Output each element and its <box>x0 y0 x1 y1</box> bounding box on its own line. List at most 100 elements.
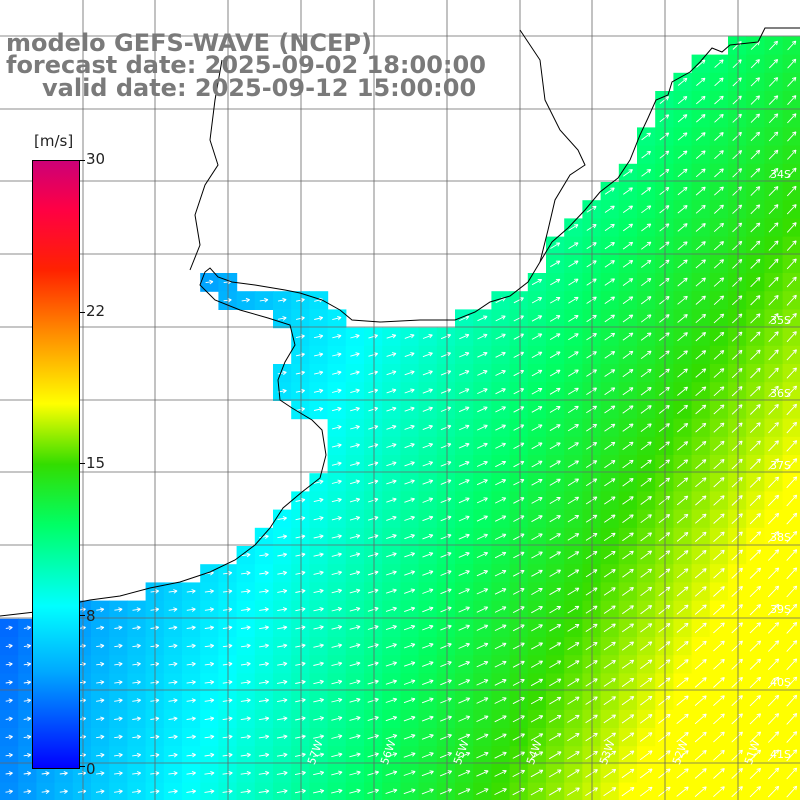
wind-arrow <box>659 332 670 341</box>
wind-arrow <box>695 132 706 141</box>
wind-arrow <box>385 734 398 740</box>
colorbar-tick-label: 22 <box>86 302 106 320</box>
wind-arrow <box>732 240 743 251</box>
wind-arrow <box>713 677 725 688</box>
wind-arrow <box>750 95 761 105</box>
wind-arrow <box>695 386 707 397</box>
wind-arrow <box>476 624 489 631</box>
wind-arrow <box>659 205 670 214</box>
wind-arrow <box>713 586 725 597</box>
wind-arrow <box>512 588 525 595</box>
wind-arrow <box>768 113 779 124</box>
wind-arrow <box>639 714 653 724</box>
wind-arrow <box>622 350 634 359</box>
wind-arrow <box>531 442 543 450</box>
wind-arrow <box>640 459 652 469</box>
wind-arrow <box>204 698 215 703</box>
wind-arrow <box>694 658 707 670</box>
wind-arrow <box>659 350 670 360</box>
wind-arrow <box>550 278 561 286</box>
wind-arrow <box>713 658 725 670</box>
wind-arrow <box>186 589 196 594</box>
wind-arrow <box>367 679 379 685</box>
wind-arrow <box>385 788 398 795</box>
wind-arrow <box>750 276 761 288</box>
wind-arrow <box>568 278 579 286</box>
wind-arrow <box>621 696 635 706</box>
wind-arrow <box>422 479 434 485</box>
wind-arrow <box>586 333 597 341</box>
wind-arrow <box>494 624 507 632</box>
colorbar-tick-label: 0 <box>86 760 96 778</box>
wind-arrow <box>659 277 670 287</box>
wind-arrow <box>750 131 761 142</box>
wind-arrow <box>495 406 506 413</box>
wind-arrow <box>567 514 580 523</box>
wind-arrow <box>585 569 598 578</box>
wind-arrow <box>295 334 305 339</box>
wind-arrow <box>568 242 579 249</box>
wind-arrow <box>258 734 270 740</box>
wind-arrow <box>549 551 561 559</box>
wind-arrow <box>549 351 561 359</box>
wind-arrow <box>494 751 507 759</box>
wind-arrow <box>585 660 598 669</box>
wind-arrow <box>440 697 452 704</box>
wind-arrow <box>258 752 270 758</box>
wind-arrow <box>695 350 707 360</box>
wind-arrow <box>476 460 488 467</box>
wind-arrow <box>768 440 779 452</box>
wind-arrow <box>640 586 653 597</box>
wind-arrow <box>168 752 178 758</box>
wind-arrow <box>786 403 798 416</box>
wind-arrow <box>276 752 288 758</box>
wind-arrow <box>241 552 251 558</box>
wind-arrow <box>568 260 579 268</box>
wind-arrow <box>314 370 324 376</box>
wind-arrow <box>731 313 743 324</box>
wind-arrow <box>549 478 561 486</box>
wind-arrow <box>586 423 598 432</box>
wind-arrow <box>294 788 306 794</box>
wind-arrow <box>132 643 141 649</box>
wind-arrow <box>676 768 689 779</box>
wind-arrow <box>658 750 671 761</box>
wind-arrow <box>494 697 507 704</box>
wind-arrow <box>713 404 725 415</box>
wind-arrow <box>696 77 706 86</box>
wind-arrow <box>295 497 306 503</box>
wind-arrow <box>586 369 597 377</box>
wind-arrow <box>422 424 433 431</box>
wind-arrow <box>440 624 452 631</box>
wind-arrow <box>767 785 780 798</box>
wind-arrow <box>295 534 306 539</box>
wind-arrow <box>531 497 543 504</box>
wind-arrow <box>531 351 543 358</box>
wind-arrow <box>440 679 452 686</box>
wind-arrow <box>368 352 379 357</box>
wind-arrow <box>331 716 343 721</box>
colorbar-tick-label: 15 <box>86 454 106 472</box>
wind-arrow <box>786 603 798 616</box>
wind-arrow <box>768 458 780 470</box>
wind-arrow <box>331 516 342 521</box>
wind-arrow <box>750 77 761 87</box>
wind-arrow <box>713 731 725 743</box>
wind-arrow <box>603 750 617 760</box>
wind-arrow <box>731 713 743 725</box>
lat-label: 34S <box>770 168 791 181</box>
wind-arrow <box>549 387 561 395</box>
wind-arrow <box>277 370 287 376</box>
wind-arrow <box>386 352 397 357</box>
wind-arrow <box>458 588 470 595</box>
wind-arrow <box>731 349 743 360</box>
wind-arrow <box>386 552 397 558</box>
wind-arrow <box>567 405 579 414</box>
wind-arrow <box>222 734 233 740</box>
wind-arrow <box>658 568 671 578</box>
wind-arrow <box>694 749 707 761</box>
wind-arrow <box>604 260 615 268</box>
wind-arrow <box>767 713 780 725</box>
wind-arrow <box>5 643 13 649</box>
wind-arrow <box>640 605 653 615</box>
